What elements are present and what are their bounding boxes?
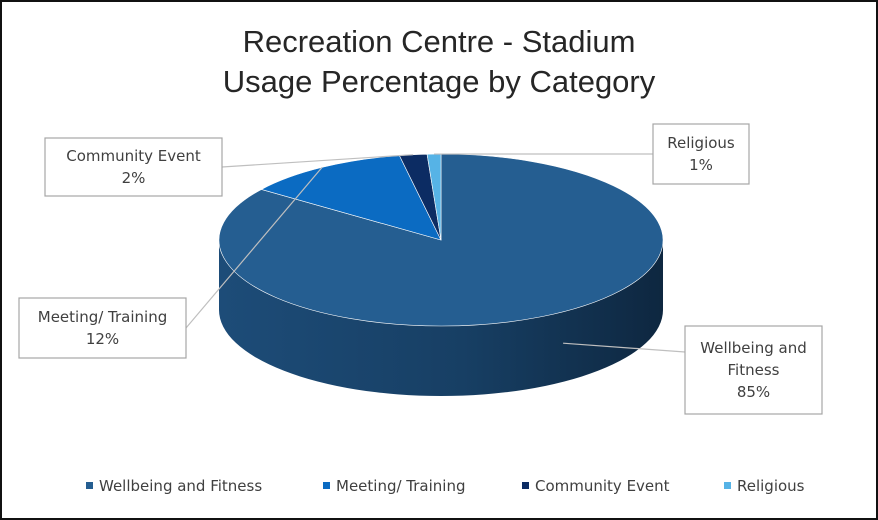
chart-title: Recreation Centre - Stadium bbox=[243, 24, 636, 59]
pie-side-wall bbox=[219, 240, 663, 396]
pie-top-face bbox=[218, 153, 664, 327]
legend-label-religious: Religious bbox=[737, 477, 805, 495]
legend-swatch-community-event bbox=[522, 482, 529, 489]
callout-community-event: Community Event 2% bbox=[44, 137, 223, 197]
category-label-wellbeing-and-fitness: Fitness bbox=[728, 361, 780, 379]
leader-line-meeting-training bbox=[185, 167, 323, 329]
callout-box-religious bbox=[652, 123, 750, 185]
data-label-wellbeing-and-fitness: 85% bbox=[737, 383, 770, 401]
legend-item-meeting-training: Meeting/ Training bbox=[323, 477, 466, 495]
leader-lines bbox=[185, 153, 686, 353]
callout-box-wellbeing-and-fitness bbox=[684, 325, 823, 415]
leader-line-community-event bbox=[221, 154, 414, 168]
chart-subtitle: Usage Percentage by Category bbox=[223, 64, 656, 99]
legend-label-meeting-training: Meeting/ Training bbox=[336, 477, 466, 495]
category-label-religious: Religious bbox=[667, 134, 735, 152]
callout-wellbeing-and-fitness: Wellbeing and Fitness 85% bbox=[684, 325, 823, 415]
legend-swatch-religious bbox=[724, 482, 731, 489]
callout-box-community-event bbox=[44, 137, 223, 197]
legend-label-wellbeing-and-fitness: Wellbeing and Fitness bbox=[99, 477, 262, 495]
legend-item-religious: Religious bbox=[724, 477, 805, 495]
legend-label-community-event: Community Event bbox=[535, 477, 670, 495]
data-label-religious: 1% bbox=[689, 156, 713, 174]
callout-box-meeting-training bbox=[18, 297, 187, 359]
callout-meeting-training: Meeting/ Training 12% bbox=[18, 297, 187, 359]
leader-line-wellbeing-and-fitness bbox=[563, 342, 686, 353]
data-label-callouts: Wellbeing and Fitness 85% Meeting/ Training… bbox=[18, 123, 823, 415]
legend-item-community-event: Community Event bbox=[522, 477, 670, 495]
legend-swatch-wellbeing-and-fitness bbox=[86, 482, 93, 489]
legend: Wellbeing and Fitness Meeting/ Training Co… bbox=[86, 477, 805, 495]
data-label-community-event: 2% bbox=[122, 169, 146, 187]
category-label-meeting-training: Meeting/ Training bbox=[38, 308, 168, 326]
category-label-community-event: Community Event bbox=[66, 147, 201, 165]
callout-religious: Religious 1% bbox=[652, 123, 750, 185]
legend-item-wellbeing-and-fitness: Wellbeing and Fitness bbox=[86, 477, 262, 495]
pie-side-wall-shape bbox=[219, 240, 663, 396]
data-label-meeting-training: 12% bbox=[86, 330, 119, 348]
legend-swatch-meeting-training bbox=[323, 482, 330, 489]
category-label-wellbeing-and-fitness: Wellbeing and bbox=[700, 339, 806, 357]
